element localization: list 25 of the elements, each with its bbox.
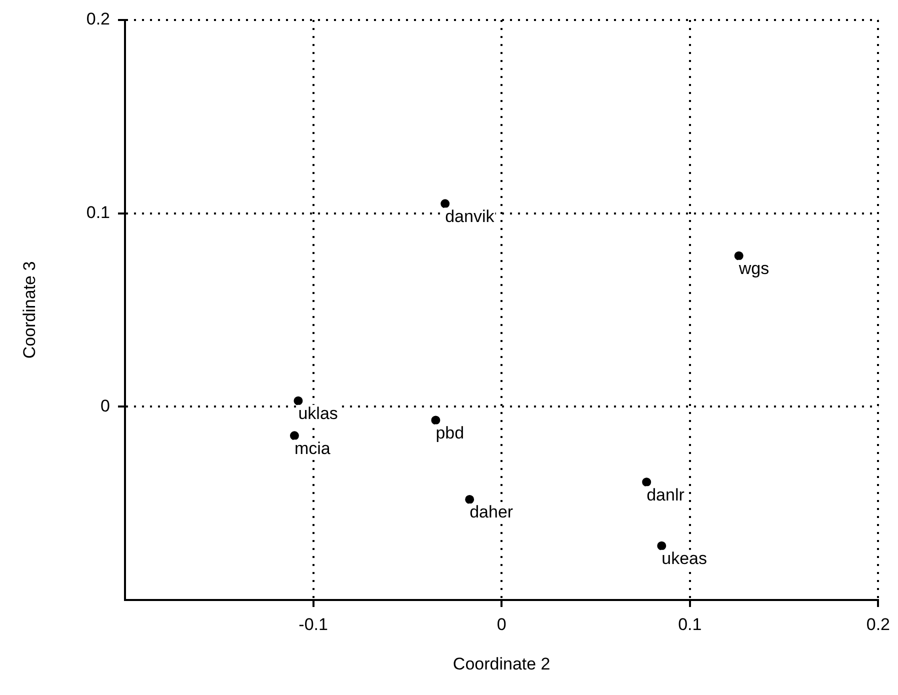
annotation: ukeas xyxy=(662,549,708,568)
y-axis-title: Coordinate 3 xyxy=(20,261,39,359)
x-tick-label: -0.1 xyxy=(298,614,328,634)
point xyxy=(440,199,450,208)
annotation: pbd xyxy=(436,423,464,442)
point xyxy=(290,431,299,440)
point xyxy=(431,416,440,425)
x-axis-title: Coordinate 2 xyxy=(452,654,550,674)
point xyxy=(294,396,303,406)
x-tick-label: 0 xyxy=(496,614,506,634)
annotation: danlr xyxy=(646,485,685,504)
x-tick-label: 0.1 xyxy=(678,614,702,634)
annotation: uklas xyxy=(298,404,338,424)
annotation: wgs xyxy=(738,259,770,278)
y-tick-label: 0.2 xyxy=(86,10,110,29)
y-tick-label: 0 xyxy=(100,396,110,416)
point xyxy=(734,251,744,260)
annotation: mcia xyxy=(294,438,331,458)
x-tick-label: 0.2 xyxy=(866,614,890,634)
y-tick-label: 0.1 xyxy=(86,203,110,222)
annotation: danvik xyxy=(445,206,495,226)
point xyxy=(642,478,652,487)
annotation: daher xyxy=(470,502,514,522)
point xyxy=(657,541,666,550)
point xyxy=(465,494,474,504)
